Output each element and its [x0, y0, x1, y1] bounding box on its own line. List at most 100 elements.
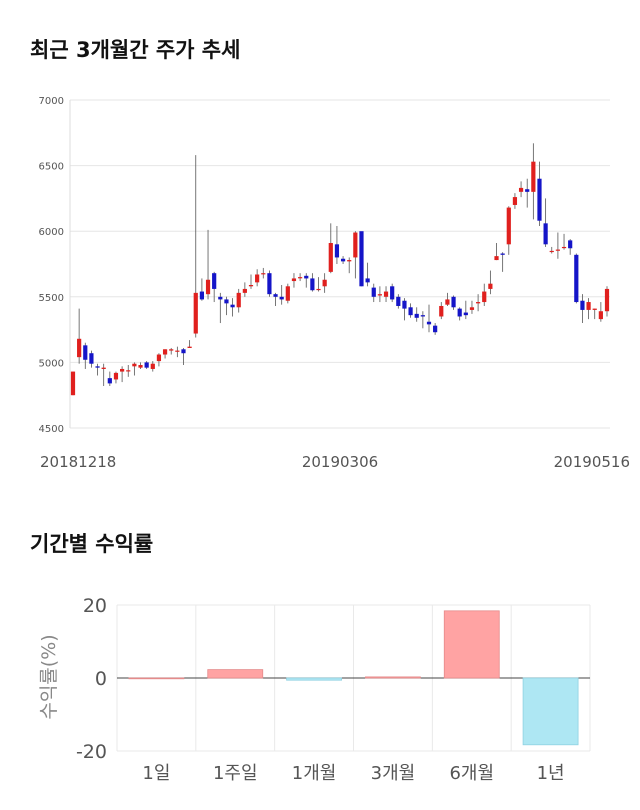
- returns-category-label: 6개월: [449, 763, 494, 784]
- candle-body: [162, 349, 168, 355]
- candle-body: [383, 291, 389, 297]
- candle-body: [396, 296, 401, 306]
- candle-body: [439, 305, 444, 317]
- candle-body: [518, 187, 524, 192]
- candle-body: [156, 354, 162, 362]
- price-y-tick-label: 4500: [39, 424, 64, 435]
- candle-body: [261, 273, 266, 275]
- candle-body: [107, 378, 112, 384]
- returns-bar: [286, 677, 342, 681]
- candle-body: [457, 308, 462, 317]
- candle-body: [531, 161, 536, 192]
- candle-body: [248, 284, 254, 287]
- candle-body: [218, 296, 223, 300]
- candle-body: [291, 278, 297, 282]
- price-chart-title: 최근 3개월간 주가 추세: [30, 38, 241, 62]
- returns-category-label: 1개월: [292, 763, 337, 784]
- candle-body: [482, 291, 487, 303]
- candle-body: [463, 312, 468, 316]
- returns-y-axis-label: 수익률(%): [38, 634, 60, 719]
- returns-category-label: 1주일: [213, 763, 258, 784]
- returns-category-label: 1년: [537, 763, 565, 784]
- candle-body: [347, 260, 352, 262]
- candle-body: [212, 273, 217, 289]
- candle-body: [561, 246, 567, 249]
- price-candles: [70, 143, 610, 396]
- candle-body: [236, 292, 241, 308]
- candle-body: [568, 240, 573, 249]
- candle-body: [273, 294, 278, 297]
- price-grid: [69, 99, 610, 429]
- returns-bar: [207, 669, 264, 679]
- candle-body: [451, 296, 456, 308]
- candle-body: [592, 308, 597, 310]
- price-x-tick-label: 20190306: [302, 453, 378, 471]
- candle-body: [101, 367, 106, 369]
- candle-body: [488, 283, 493, 289]
- candle-body: [304, 275, 309, 279]
- candle-body: [224, 299, 229, 304]
- candle-body: [181, 349, 186, 354]
- candle-body: [340, 258, 346, 262]
- returns-bars: [128, 610, 579, 746]
- candle-body: [187, 346, 192, 348]
- candle-body: [77, 338, 82, 358]
- candle-body: [390, 286, 395, 300]
- candle-body: [359, 231, 364, 287]
- candle-body: [402, 300, 407, 309]
- candle-body: [525, 189, 530, 192]
- candle-body: [574, 254, 579, 303]
- candle-body: [334, 244, 340, 258]
- price-y-tick-label: 6500: [39, 162, 64, 173]
- candle-body: [500, 253, 505, 255]
- candle-body: [120, 368, 125, 372]
- candle-body: [83, 345, 88, 360]
- price-y-tick-label: 5000: [39, 358, 64, 369]
- price-y-tick-label: 6000: [39, 227, 64, 238]
- returns-y-tick-label: 0: [95, 668, 107, 690]
- candle-body: [279, 296, 284, 300]
- candle-body: [298, 277, 303, 279]
- returns-y-tick-label: -20: [76, 741, 107, 763]
- candle-body: [322, 279, 327, 287]
- price-x-axis: 20181218 20190306 20190516: [40, 453, 630, 471]
- candle-body: [285, 286, 290, 301]
- candle-body: [365, 278, 370, 283]
- candle-body: [205, 279, 211, 295]
- returns-y-tick-label: 20: [83, 595, 107, 617]
- candle-body: [408, 307, 413, 316]
- candle-body: [377, 294, 382, 296]
- candle-body: [537, 178, 542, 221]
- candle-body: [353, 232, 358, 258]
- candle-body: [555, 249, 560, 251]
- returns-category-label: 1일: [142, 763, 170, 784]
- price-y-tick-label: 7000: [39, 96, 64, 107]
- candle-body: [604, 288, 610, 312]
- returns-bar: [522, 677, 579, 746]
- candle-body: [580, 300, 585, 310]
- candle-body: [316, 288, 321, 291]
- price-y-axis: 4500 5000 5500 6000 6500 7000: [39, 96, 64, 435]
- price-x-tick-label: 20181218: [40, 453, 116, 471]
- candle-body: [193, 292, 198, 334]
- price-y-tick-label: 5500: [39, 293, 64, 304]
- candle-body: [89, 353, 94, 364]
- returns-bar: [128, 677, 185, 680]
- candle-body: [476, 302, 481, 304]
- candle-body: [494, 256, 499, 261]
- candle-body: [175, 350, 180, 352]
- candle-body: [420, 315, 425, 317]
- candle-body: [469, 307, 475, 310]
- candle-body: [267, 273, 272, 295]
- candle-body: [113, 372, 119, 380]
- candle-body: [445, 299, 450, 305]
- price-candlestick-chart: 4500 5000 5500 6000 6500 7000 20181218 2019030…: [39, 96, 630, 471]
- candle-body: [549, 250, 554, 253]
- candle-body: [426, 321, 432, 325]
- candle-body: [144, 362, 149, 368]
- returns-y-axis: -20 0 20: [76, 595, 107, 763]
- returns-chart-title: 기간별 수익률: [30, 532, 154, 556]
- returns-bar: [443, 610, 500, 679]
- returns-x-axis: 1일 1주일 1개월 3개월 6개월 1년: [142, 763, 564, 784]
